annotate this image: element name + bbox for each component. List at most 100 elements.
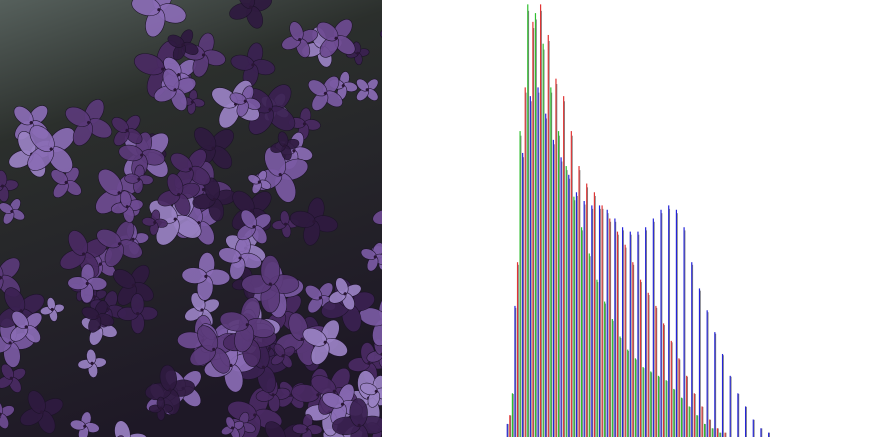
flower [358,294,382,347]
flower-center [137,177,141,181]
histogram-bar-edge [715,333,717,437]
petal [264,421,286,437]
flower-center [181,43,185,47]
histogram-bar [516,262,519,437]
histogram-bar [647,292,649,437]
flower-center [391,213,395,217]
histogram-bar-edge [697,415,699,437]
histogram-bar [629,231,631,437]
histogram-bar [529,96,531,437]
flower [157,173,200,216]
flower-center [249,5,253,9]
flower [65,99,113,146]
flower [117,293,158,334]
histogram-bar-edge [671,342,673,437]
histogram-bar-edge [625,247,627,437]
histogram-bar-edge [674,389,676,437]
histogram-bar [655,305,657,437]
flower-center [367,361,371,365]
histogram-bar-edge [684,230,686,437]
histogram-bar [588,253,590,437]
histogram-bar-edge [530,101,532,437]
flower [131,0,187,38]
histogram-bar-edge [638,234,640,437]
histogram-bar-edge [633,264,635,437]
histogram-bar-edge [554,144,555,437]
histogram-bar-edge [702,406,704,437]
histogram-bar [593,192,596,437]
histogram-bar-edge [646,230,647,437]
petal [65,106,91,127]
histogram-bar [668,205,670,437]
histogram-bar-edge [710,419,712,437]
flower-center [24,325,28,329]
histogram-bar-edge [561,161,563,437]
flower-center [188,167,192,171]
histogram-bar [714,332,716,437]
flower [236,209,272,244]
histogram-bar [660,209,662,437]
histogram-bar-edge [618,234,619,437]
histogram-bar-edge [761,428,763,437]
flower-center [157,8,161,12]
histogram-bar-edge [641,282,642,437]
flower [271,343,296,368]
petal [260,255,281,286]
histogram-bar [752,419,754,437]
flower-center [380,352,382,356]
petal [392,17,403,35]
histogram-bar-edge [595,195,596,437]
flower [118,131,165,179]
flower-center [85,281,89,286]
flower-center [261,365,265,369]
histogram-bar [657,375,660,437]
petal [380,345,382,358]
histogram-bar [506,423,508,437]
flower [229,85,261,117]
histogram-bar [557,131,560,437]
histogram-bar-edge [653,221,655,437]
flower [218,236,262,280]
flower [247,170,272,194]
histogram-bar-edge [610,221,612,437]
histogram-bar-edge [548,40,550,437]
flower-center [250,209,254,213]
flower [167,29,199,61]
histogram-bar-edge [677,213,678,437]
flower-center [201,188,206,192]
histogram-bar [680,397,683,437]
histogram-bar [511,393,514,437]
histogram-bar [534,13,537,437]
histogram-bar [719,432,721,437]
petal [391,202,416,221]
histogram-bar-edge [582,230,583,437]
flower [316,18,356,58]
flower-center [373,255,377,259]
histogram-bar-edge [528,10,530,437]
histogram-bar [509,415,511,437]
histogram-bar [545,113,547,437]
petal [307,79,328,97]
histogram-bar-edge [592,208,594,437]
histogram-bar-edge [538,92,540,437]
flower [153,68,197,111]
flower [356,78,379,101]
petal [218,247,242,264]
histogram-bar-edge [669,208,671,437]
petal [385,249,405,265]
flower-center [365,88,369,92]
histogram-bar [573,196,575,437]
flower [328,71,358,101]
flower [229,0,273,29]
histogram-bar-edge [520,135,522,437]
flower [0,170,19,203]
flower-center [96,314,100,319]
histogram-bar-edge [651,372,653,437]
histogram-bar-edge [546,118,548,437]
histogram-bar [645,227,647,437]
histogram-bar-edge [574,200,576,437]
histogram-bar [563,96,565,437]
petal [397,28,415,39]
flower-center [278,173,282,177]
flower-center [243,99,247,103]
